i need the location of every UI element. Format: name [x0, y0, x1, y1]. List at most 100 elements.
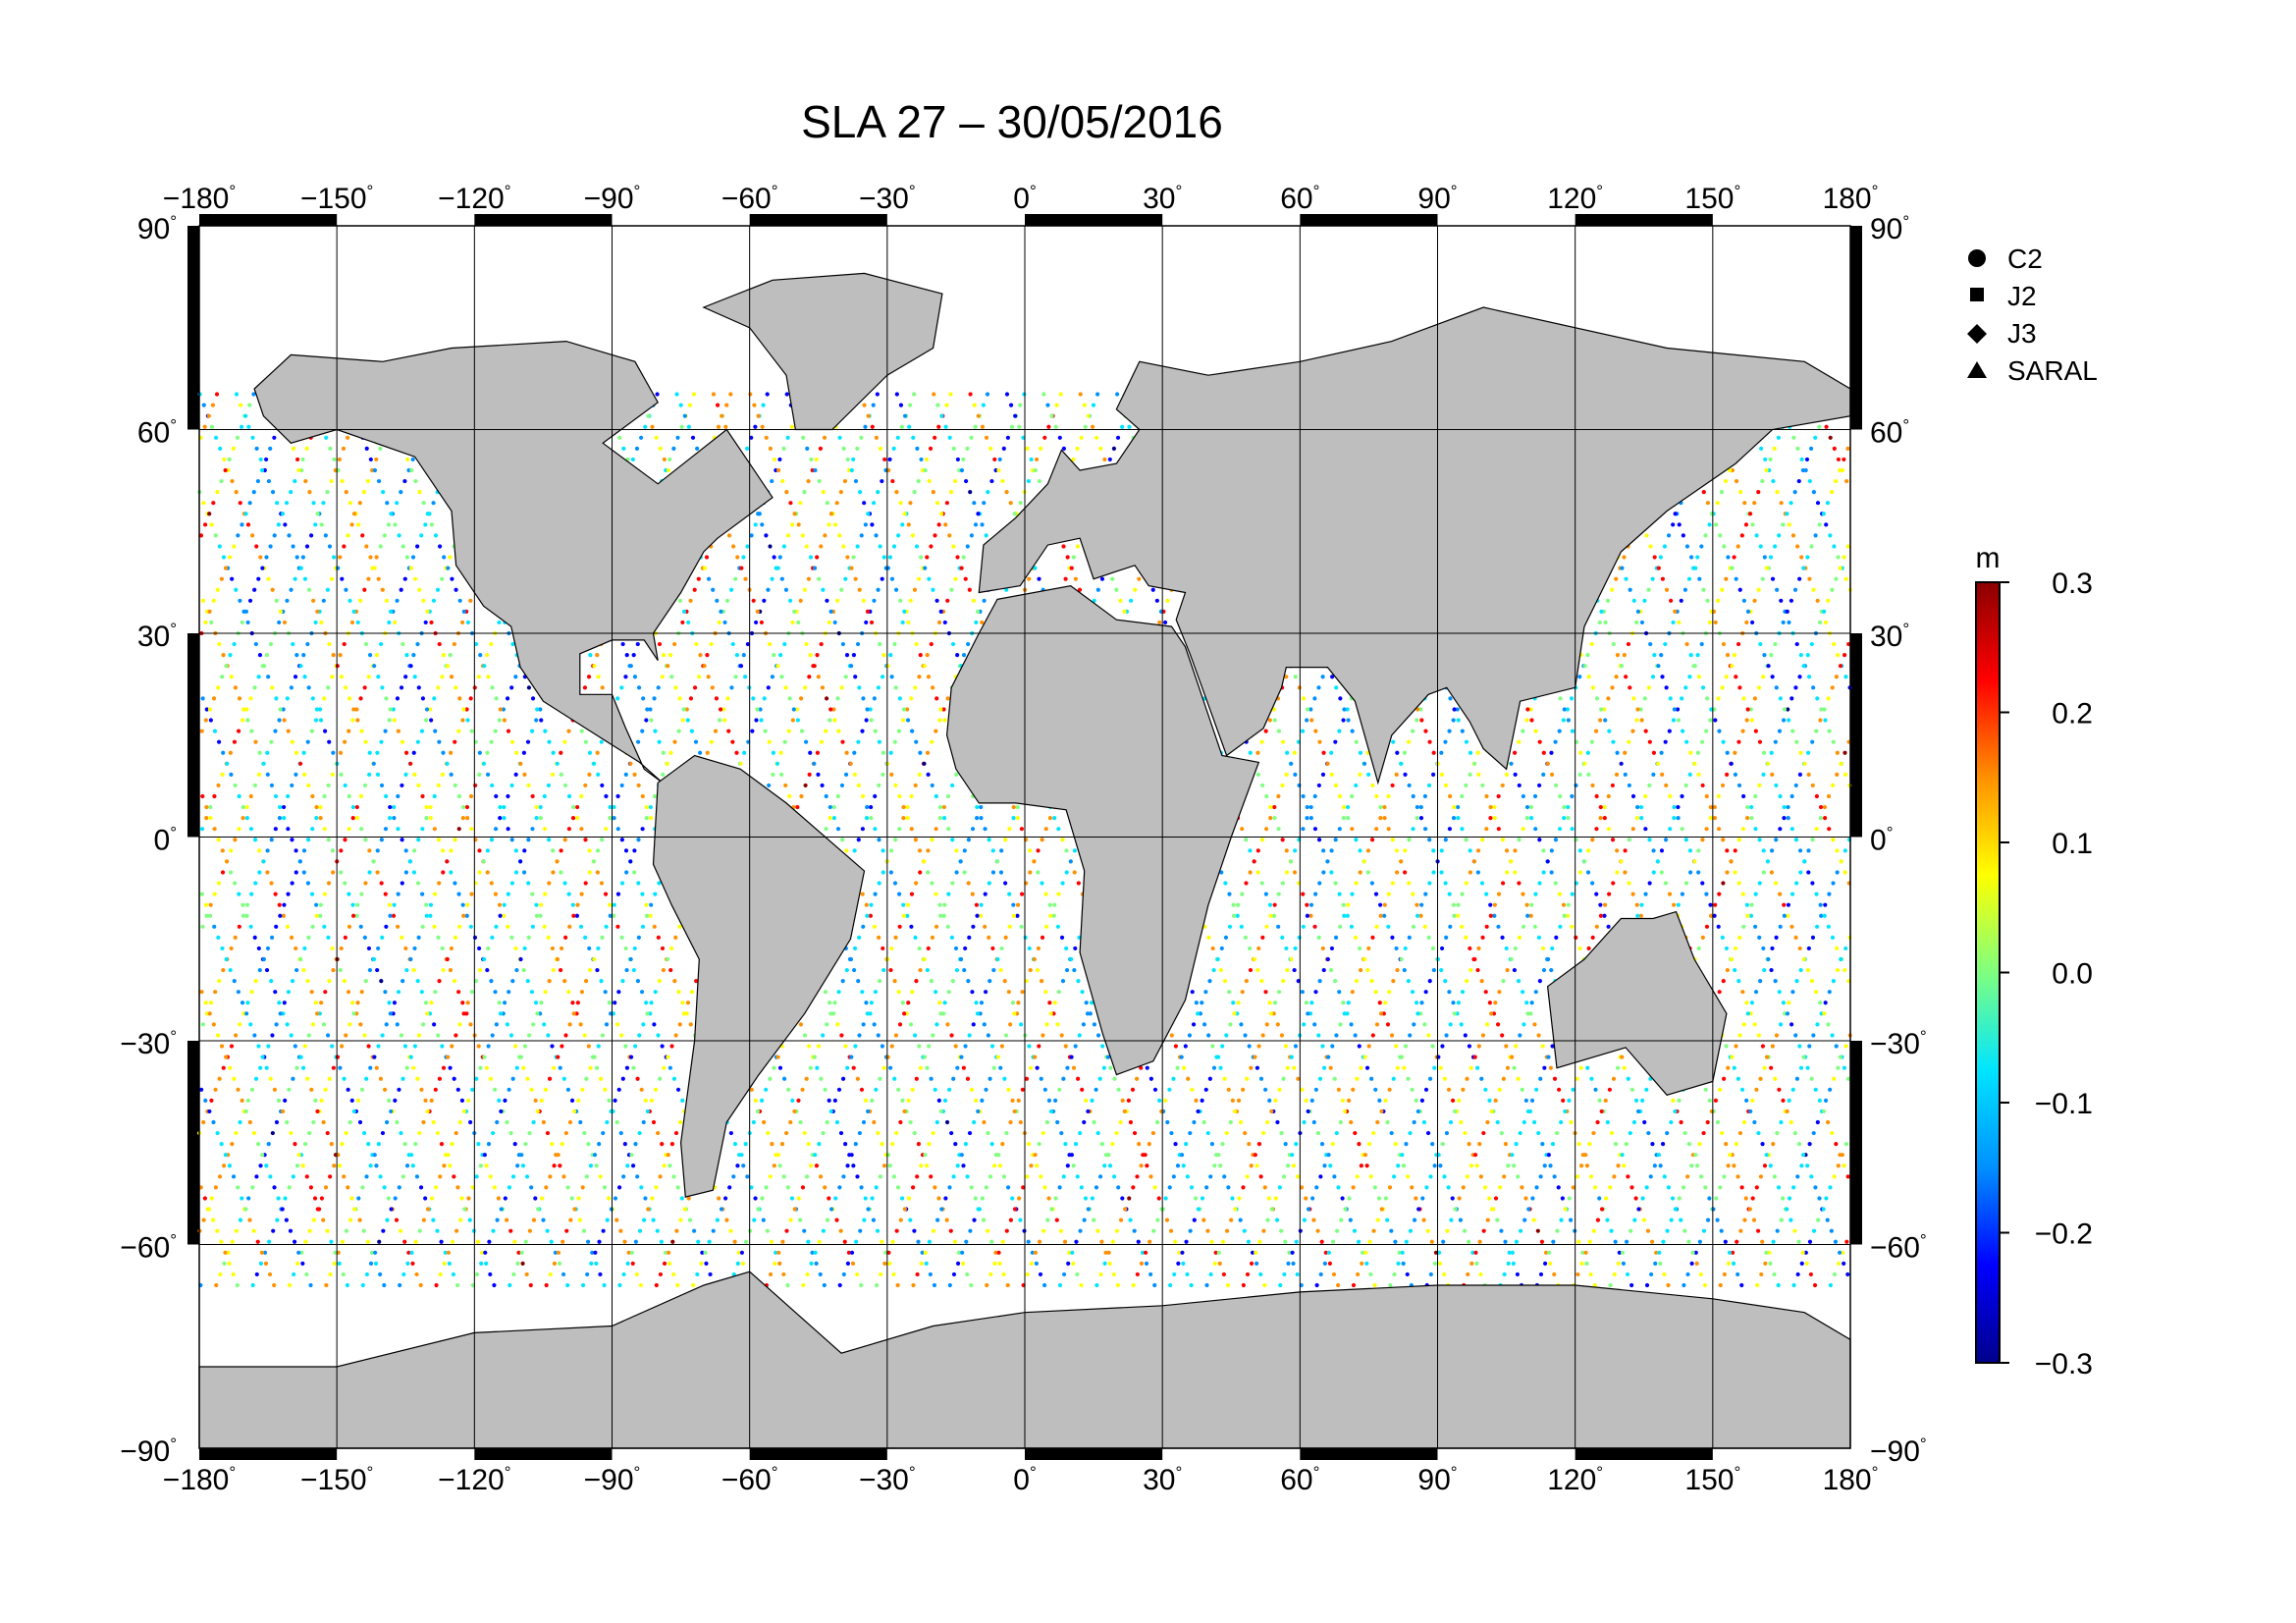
track-point: [269, 979, 274, 984]
track-point: [283, 522, 288, 527]
track-point: [843, 1142, 848, 1147]
track-point: [1111, 446, 1117, 451]
track-point: [1389, 1228, 1394, 1233]
track-point: [961, 1065, 966, 1070]
track-point: [644, 816, 649, 821]
track-point: [381, 1228, 386, 1233]
track-point: [843, 1044, 848, 1049]
track-point: [851, 653, 857, 658]
track-point: [1787, 1196, 1792, 1201]
track-point: [581, 1228, 587, 1233]
track-point: [603, 1087, 608, 1092]
track-point: [929, 544, 934, 549]
track-point: [1027, 576, 1032, 581]
track-point: [1356, 1239, 1362, 1244]
track-point: [990, 848, 995, 853]
track-point: [1011, 816, 1016, 821]
track-point: [947, 1185, 952, 1190]
track-point: [640, 793, 645, 799]
track-point: [951, 1076, 956, 1081]
track-point: [925, 967, 930, 973]
track-point: [1067, 1250, 1072, 1255]
track-point: [673, 935, 678, 940]
track-point: [344, 1228, 349, 1233]
track-point: [874, 533, 879, 538]
track-point: [669, 1142, 674, 1147]
track-point: [643, 1098, 648, 1103]
track-point: [726, 729, 731, 733]
track-point: [1012, 1011, 1017, 1016]
track-point: [237, 827, 241, 832]
track-point: [789, 424, 794, 429]
track-point: [1019, 924, 1024, 929]
track-point: [800, 533, 805, 538]
track-point: [551, 750, 556, 755]
track-point: [878, 446, 883, 451]
track-point: [340, 1239, 345, 1244]
track-point: [1045, 403, 1050, 407]
track-point: [1722, 1174, 1727, 1179]
track-point: [474, 641, 479, 647]
track-point: [538, 816, 543, 821]
track-point: [567, 1022, 572, 1027]
track-point: [783, 685, 788, 690]
track-point: [753, 1196, 758, 1201]
track-point: [653, 729, 658, 733]
track-point: [527, 1130, 532, 1136]
track-point: [866, 413, 871, 418]
track-point: [892, 739, 897, 744]
track-point: [1052, 902, 1057, 907]
track-point: [271, 1228, 276, 1233]
track-point: [754, 718, 759, 723]
track-point: [834, 1119, 840, 1125]
track-point: [534, 804, 539, 810]
track-point: [495, 1217, 500, 1222]
track-point: [674, 1228, 679, 1233]
track-point: [928, 1271, 933, 1277]
track-point: [1025, 446, 1030, 451]
track-point: [636, 739, 641, 744]
track-point: [286, 892, 291, 896]
track-point: [578, 1022, 583, 1027]
track-point: [1105, 1055, 1111, 1059]
track-point: [835, 827, 841, 832]
track-point: [336, 1250, 341, 1255]
track-point: [613, 1001, 617, 1005]
track-point: [1132, 1130, 1138, 1136]
track-point: [314, 804, 319, 810]
track-point: [675, 1282, 680, 1288]
track-point: [640, 729, 645, 733]
track-point: [1232, 913, 1237, 918]
track-point: [949, 1130, 954, 1136]
track-point: [1292, 967, 1297, 973]
track-point: [865, 707, 870, 712]
track-point: [379, 739, 384, 744]
track-point: [637, 1130, 642, 1136]
track-point: [605, 1217, 610, 1222]
track-point: [762, 1119, 767, 1125]
track-point: [392, 804, 397, 810]
track-point: [321, 598, 326, 603]
track-point: [1078, 1228, 1083, 1233]
track-point: [1292, 870, 1298, 875]
track-point: [837, 435, 842, 440]
track-point: [961, 457, 966, 462]
track-point: [944, 1119, 950, 1125]
track-point: [301, 967, 306, 973]
track-point: [322, 924, 327, 929]
track-point: [1001, 1271, 1006, 1277]
track-point: [619, 1033, 624, 1038]
track-point: [415, 881, 421, 886]
track-point: [433, 533, 439, 538]
track-point: [1353, 1033, 1358, 1038]
track-point: [856, 838, 861, 842]
track-point: [403, 946, 408, 951]
track-point: [875, 392, 880, 397]
track-point: [266, 478, 272, 484]
track-point: [1022, 392, 1027, 397]
track-point: [845, 1261, 851, 1266]
track-point: [587, 870, 592, 875]
track-point: [1025, 1174, 1030, 1179]
track-point: [901, 804, 906, 810]
track-point: [893, 587, 899, 592]
